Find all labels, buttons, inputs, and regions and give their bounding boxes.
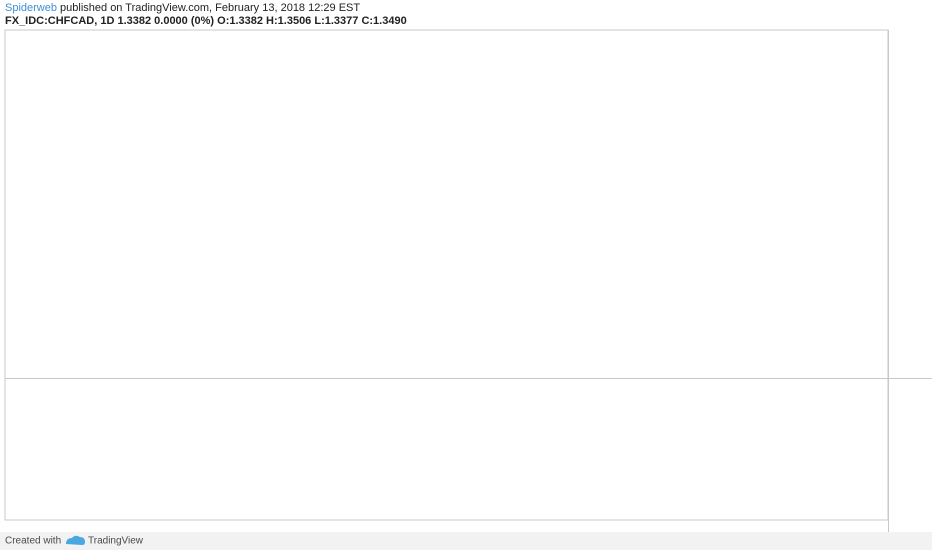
brand-logo: [66, 535, 85, 545]
header-line: Spiderweb published on TradingView.com, …: [5, 2, 360, 14]
published: published on TradingView.com, February 1…: [57, 2, 360, 14]
footer-bar: [0, 532, 932, 550]
footer-created: Created with: [5, 536, 61, 547]
footer-brand[interactable]: TradingView: [88, 536, 144, 547]
author: Spiderweb: [5, 2, 57, 14]
symbol-line: FX_IDC:CHFCAD, 1D 1.3382 0.0000 (0%) O:1…: [5, 15, 407, 27]
